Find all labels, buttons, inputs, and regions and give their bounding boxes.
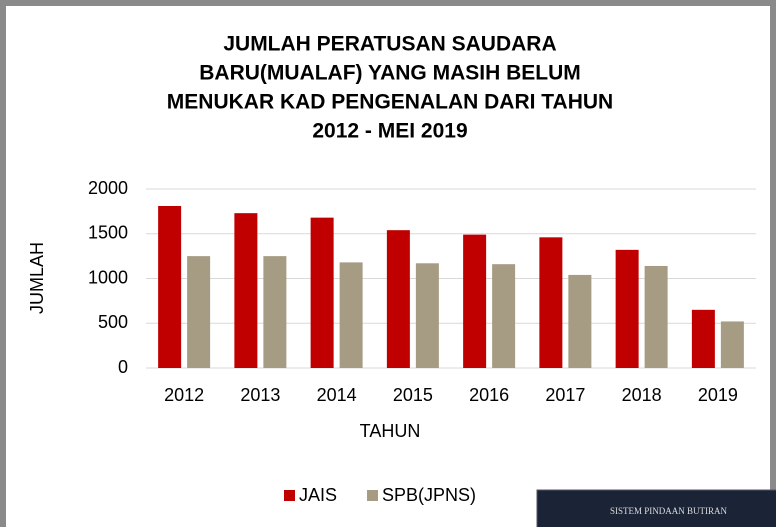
bar <box>539 237 563 368</box>
bar <box>492 264 516 368</box>
y-axis-label: JUMLAH <box>27 242 47 314</box>
bar <box>339 262 363 368</box>
x-tick-label: 2016 <box>469 385 509 405</box>
bar <box>720 321 744 368</box>
x-tick-label: 2012 <box>164 385 204 405</box>
chart-title: MENUKAR KAD PENGENALAN DARI TAHUN <box>167 91 613 114</box>
x-tick-label: 2018 <box>622 385 662 405</box>
bar <box>568 274 592 368</box>
bar <box>386 230 410 368</box>
y-tick-label: 2000 <box>88 178 128 198</box>
x-tick-label: 2015 <box>393 385 433 405</box>
x-tick-label: 2014 <box>317 385 357 405</box>
bar <box>463 234 487 368</box>
y-tick-label: 0 <box>118 357 128 377</box>
chart-title: BARU(MUALAF) YANG MASIH BELUM <box>199 62 581 85</box>
inset-image <box>536 489 776 527</box>
bar <box>415 263 439 368</box>
bar <box>310 217 334 368</box>
bar <box>263 256 287 368</box>
bar <box>691 309 715 368</box>
chart-title: 2012 - MEI 2019 <box>312 120 467 143</box>
y-tick-label: 1500 <box>88 223 128 243</box>
legend-label: JAIS <box>299 485 337 505</box>
bar <box>615 249 639 368</box>
x-tick-label: 2019 <box>698 385 738 405</box>
x-tick-label: 2013 <box>240 385 280 405</box>
bar <box>234 213 258 368</box>
bar <box>187 256 211 368</box>
legend-swatch <box>284 490 295 501</box>
inset-text: SISTEM PINDAAN BUTIRAN <box>610 506 728 516</box>
y-tick-label: 500 <box>98 312 128 332</box>
legend-swatch <box>367 490 379 501</box>
bar <box>644 265 668 368</box>
x-tick-label: 2017 <box>545 385 585 405</box>
x-axis-label: TAHUN <box>360 421 421 441</box>
chart-title: JUMLAH PERATUSAN SAUDARA <box>223 33 556 56</box>
y-tick-label: 1000 <box>88 267 128 287</box>
bar <box>158 206 182 368</box>
legend-label: SPB(JPNS) <box>382 485 476 505</box>
